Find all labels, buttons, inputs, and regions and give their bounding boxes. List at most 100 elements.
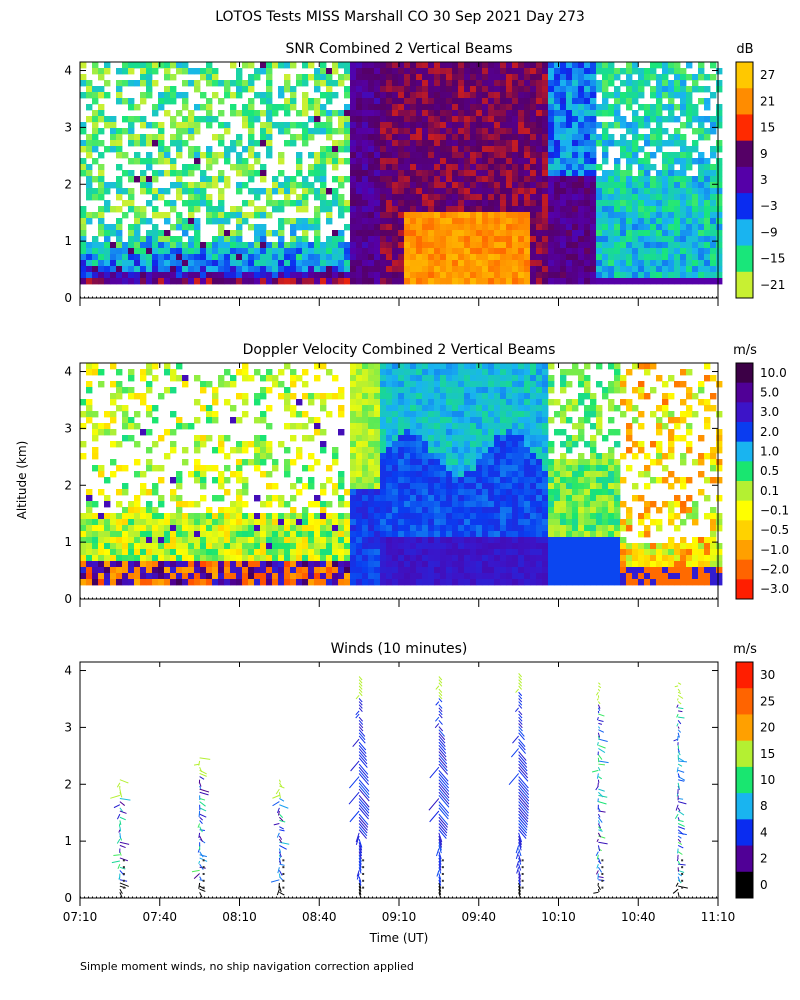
snr-cell (626, 182, 633, 189)
snr-cell (590, 86, 597, 93)
snr-cell (674, 212, 681, 219)
doppler-cell (428, 573, 435, 580)
snr-cell (500, 62, 507, 69)
doppler-cell (140, 555, 147, 562)
snr-cell (140, 74, 147, 81)
snr-cell (662, 194, 669, 201)
snr-cell (404, 74, 411, 81)
snr-cell (518, 212, 525, 219)
doppler-cell (260, 459, 267, 466)
snr-cell (224, 254, 231, 261)
doppler-cell (230, 501, 237, 508)
doppler-cell (278, 495, 285, 502)
doppler-cell (230, 525, 237, 532)
doppler-cell (98, 471, 105, 478)
doppler-cell (380, 495, 387, 502)
snr-cell (488, 254, 495, 261)
snr-cell (242, 248, 249, 255)
snr-cell (308, 218, 315, 225)
doppler-cell (398, 429, 405, 436)
doppler-cell (386, 411, 393, 418)
snr-cell (656, 188, 663, 195)
snr-cell (98, 182, 105, 189)
snr-cell (656, 206, 663, 213)
snr-cell (668, 260, 675, 267)
snr-cell (386, 128, 393, 135)
snr-cell (578, 236, 585, 243)
doppler-cell (440, 405, 447, 412)
snr-cell (290, 140, 297, 147)
snr-cell (656, 194, 663, 201)
doppler-cell (284, 513, 291, 520)
doppler-cell (416, 483, 423, 490)
doppler-cell (92, 465, 99, 472)
snr-cell (290, 266, 297, 273)
snr-cell (134, 218, 141, 225)
doppler-cell (458, 507, 465, 514)
snr-cell (662, 140, 669, 147)
doppler-cell (212, 399, 219, 406)
snr-cell (194, 230, 201, 237)
snr-cell (554, 212, 561, 219)
doppler-cell (356, 459, 363, 466)
doppler-cell (374, 399, 381, 406)
snr-cell (518, 230, 525, 237)
snr-cell (230, 164, 237, 171)
snr-cell (644, 134, 651, 141)
doppler-cell (146, 519, 153, 526)
doppler-cell (296, 375, 303, 382)
snr-cell (332, 248, 339, 255)
doppler-cell (380, 375, 387, 382)
doppler-cell (356, 579, 363, 586)
snr-cell (320, 176, 327, 183)
snr-cell (392, 146, 399, 153)
doppler-cell (230, 573, 237, 580)
snr-cell (482, 62, 489, 69)
snr-cell (692, 272, 699, 279)
snr-cell (374, 98, 381, 105)
snr-cell (614, 116, 621, 123)
doppler-cell (404, 543, 411, 550)
snr-cell (218, 98, 225, 105)
snr-cell (206, 116, 213, 123)
snr-cell (170, 86, 177, 93)
doppler-cell (464, 465, 471, 472)
doppler-cell (266, 423, 273, 430)
y-tick-label: 1 (64, 234, 72, 248)
doppler-cell (452, 369, 459, 376)
snr-cell (122, 278, 129, 285)
snr-cell (314, 230, 321, 237)
snr-cell (386, 104, 393, 111)
snr-cell (506, 260, 513, 267)
doppler-cell (224, 465, 231, 472)
snr-cell (464, 272, 471, 279)
snr-cell (362, 182, 369, 189)
snr-cell (368, 200, 375, 207)
snr-cell (236, 110, 243, 117)
snr-cell (314, 254, 321, 261)
doppler-cell (140, 531, 147, 538)
doppler-cell (92, 513, 99, 520)
doppler-cell (446, 393, 453, 400)
snr-cell (422, 62, 429, 69)
snr-cell (374, 158, 381, 165)
snr-cell (464, 194, 471, 201)
snr-cell (620, 224, 627, 231)
snr-cell (380, 116, 387, 123)
snr-cell (158, 272, 165, 279)
snr-cell (452, 104, 459, 111)
snr-cell (434, 188, 441, 195)
doppler-cell (110, 531, 117, 538)
snr-cell (134, 212, 141, 219)
snr-cell (200, 92, 207, 99)
snr-cell (266, 140, 273, 147)
snr-cell (80, 230, 87, 237)
snr-cell (632, 134, 639, 141)
snr-cell (386, 224, 393, 231)
snr-cell (578, 206, 585, 213)
doppler-cell (302, 411, 309, 418)
doppler-cell (266, 447, 273, 454)
snr-cell (80, 92, 87, 99)
snr-cell (368, 260, 375, 267)
snr-cell (206, 74, 213, 81)
